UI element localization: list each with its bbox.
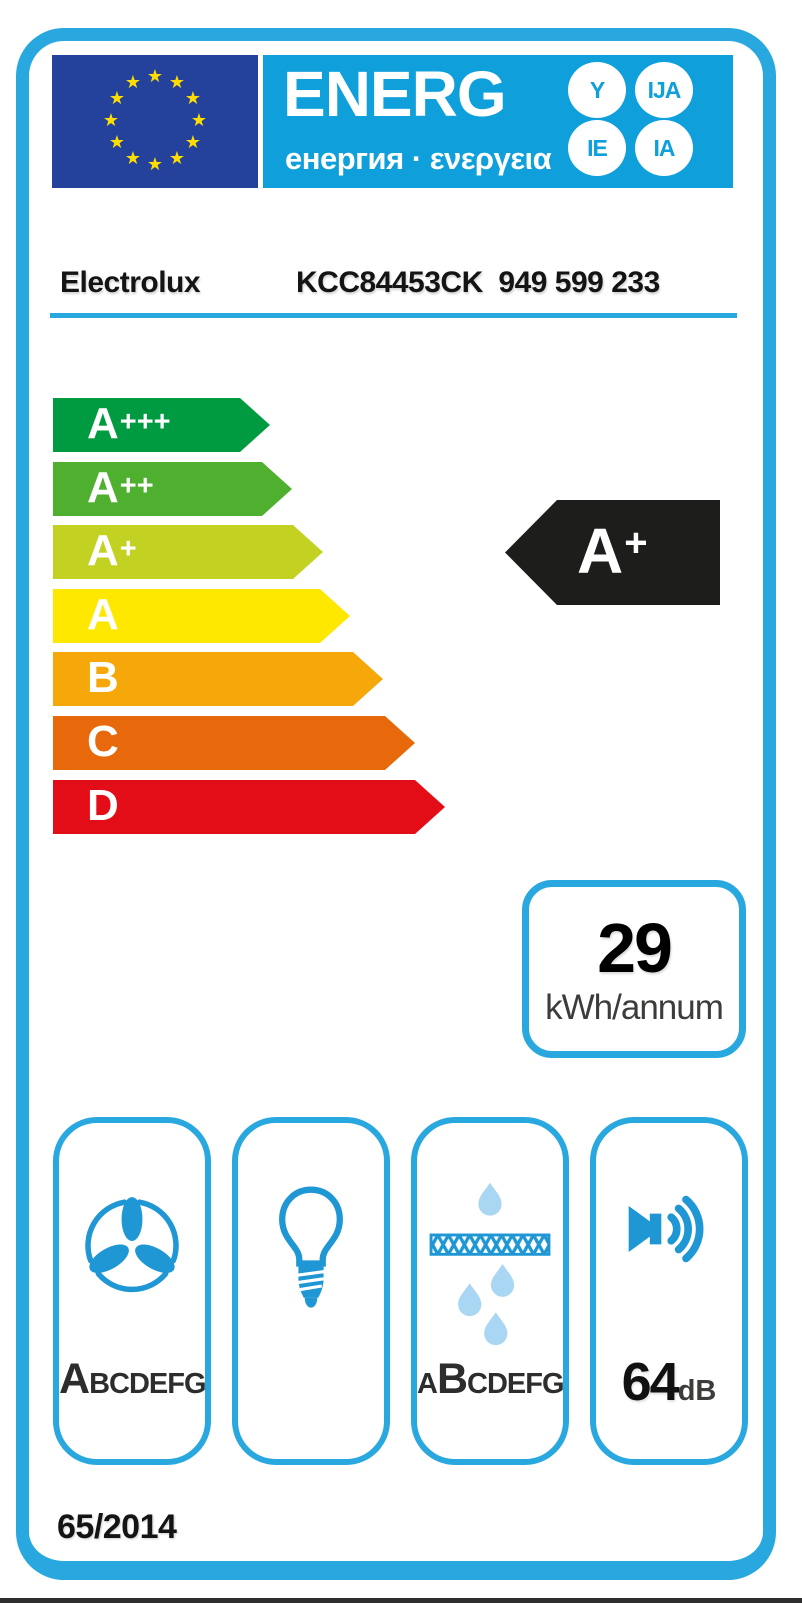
grease-filter-box: ABCDEFG (411, 1117, 569, 1465)
scale-arrow-a++: A++ (53, 462, 292, 516)
eu-star-icon: ★ (108, 88, 126, 108)
eu-star-icon: ★ (168, 148, 186, 168)
eu-star-icon: ★ (184, 132, 202, 152)
page-bottom-edge (0, 1598, 802, 1603)
brand-name: Electrolux (60, 266, 201, 299)
eu-star-icon: ★ (190, 110, 208, 130)
eu-star-icon: ★ (168, 72, 186, 92)
noise-value: 64dB (621, 1352, 717, 1412)
scale-arrow-c: C (53, 716, 415, 770)
scale-arrow-d: D (53, 780, 445, 834)
energ-suffix-badge: IA (635, 120, 693, 176)
grease-filter-icon (429, 1182, 551, 1346)
eu-star-icon: ★ (184, 88, 202, 108)
regulation-number: 65/2014 (57, 1508, 177, 1546)
energ-header: ENERG енергия · ενεργεια Y IJA IE IA (263, 55, 733, 188)
rating-arrow: A+ (505, 500, 720, 605)
scale-arrow-a+: A+ (53, 525, 323, 579)
light-bulb-icon (279, 1186, 343, 1308)
energ-suffix-badge: IE (568, 120, 626, 176)
scale-arrow-b: B (53, 652, 383, 706)
annual-energy-box: 29 kWh/annum (522, 880, 746, 1058)
lighting-efficiency-box (232, 1117, 390, 1465)
fan-grade: ABCDEFG (59, 1355, 207, 1403)
rating-plus: + (624, 521, 648, 565)
energ-suffix-badge: Y (568, 62, 626, 118)
energ-subtitle: енергия · ενεργεια (285, 141, 552, 176)
rating-grade: A (577, 515, 624, 587)
model-number: KCC84453CK 949 599 233 (296, 266, 660, 299)
eu-star-icon: ★ (124, 72, 142, 92)
scale-arrow-a: A (53, 589, 350, 643)
energ-title: ENERG (283, 58, 507, 130)
grease-grade: ABCDEFG (417, 1355, 565, 1403)
eu-star-icon: ★ (124, 148, 142, 168)
scale-arrow-a+++: A+++ (53, 398, 270, 452)
annual-energy-value: 29 (597, 909, 673, 987)
eu-star-icon: ★ (108, 132, 126, 152)
fan-icon (85, 1197, 179, 1293)
noise-box: 64dB (590, 1117, 748, 1465)
eu-star-icon: ★ (146, 154, 164, 174)
eu-star-icon: ★ (146, 66, 164, 86)
eu-flag: ★ ★ ★ ★ ★ ★ ★ ★ ★ ★ ★ ★ (52, 55, 258, 188)
eu-star-icon: ★ (102, 110, 120, 130)
divider-rule (50, 313, 737, 318)
annual-energy-unit: kWh/annum (545, 988, 724, 1027)
fan-efficiency-box: ABCDEFG (53, 1117, 211, 1465)
energ-suffix-badge: IJA (635, 62, 693, 118)
speaker-icon (628, 1195, 704, 1263)
